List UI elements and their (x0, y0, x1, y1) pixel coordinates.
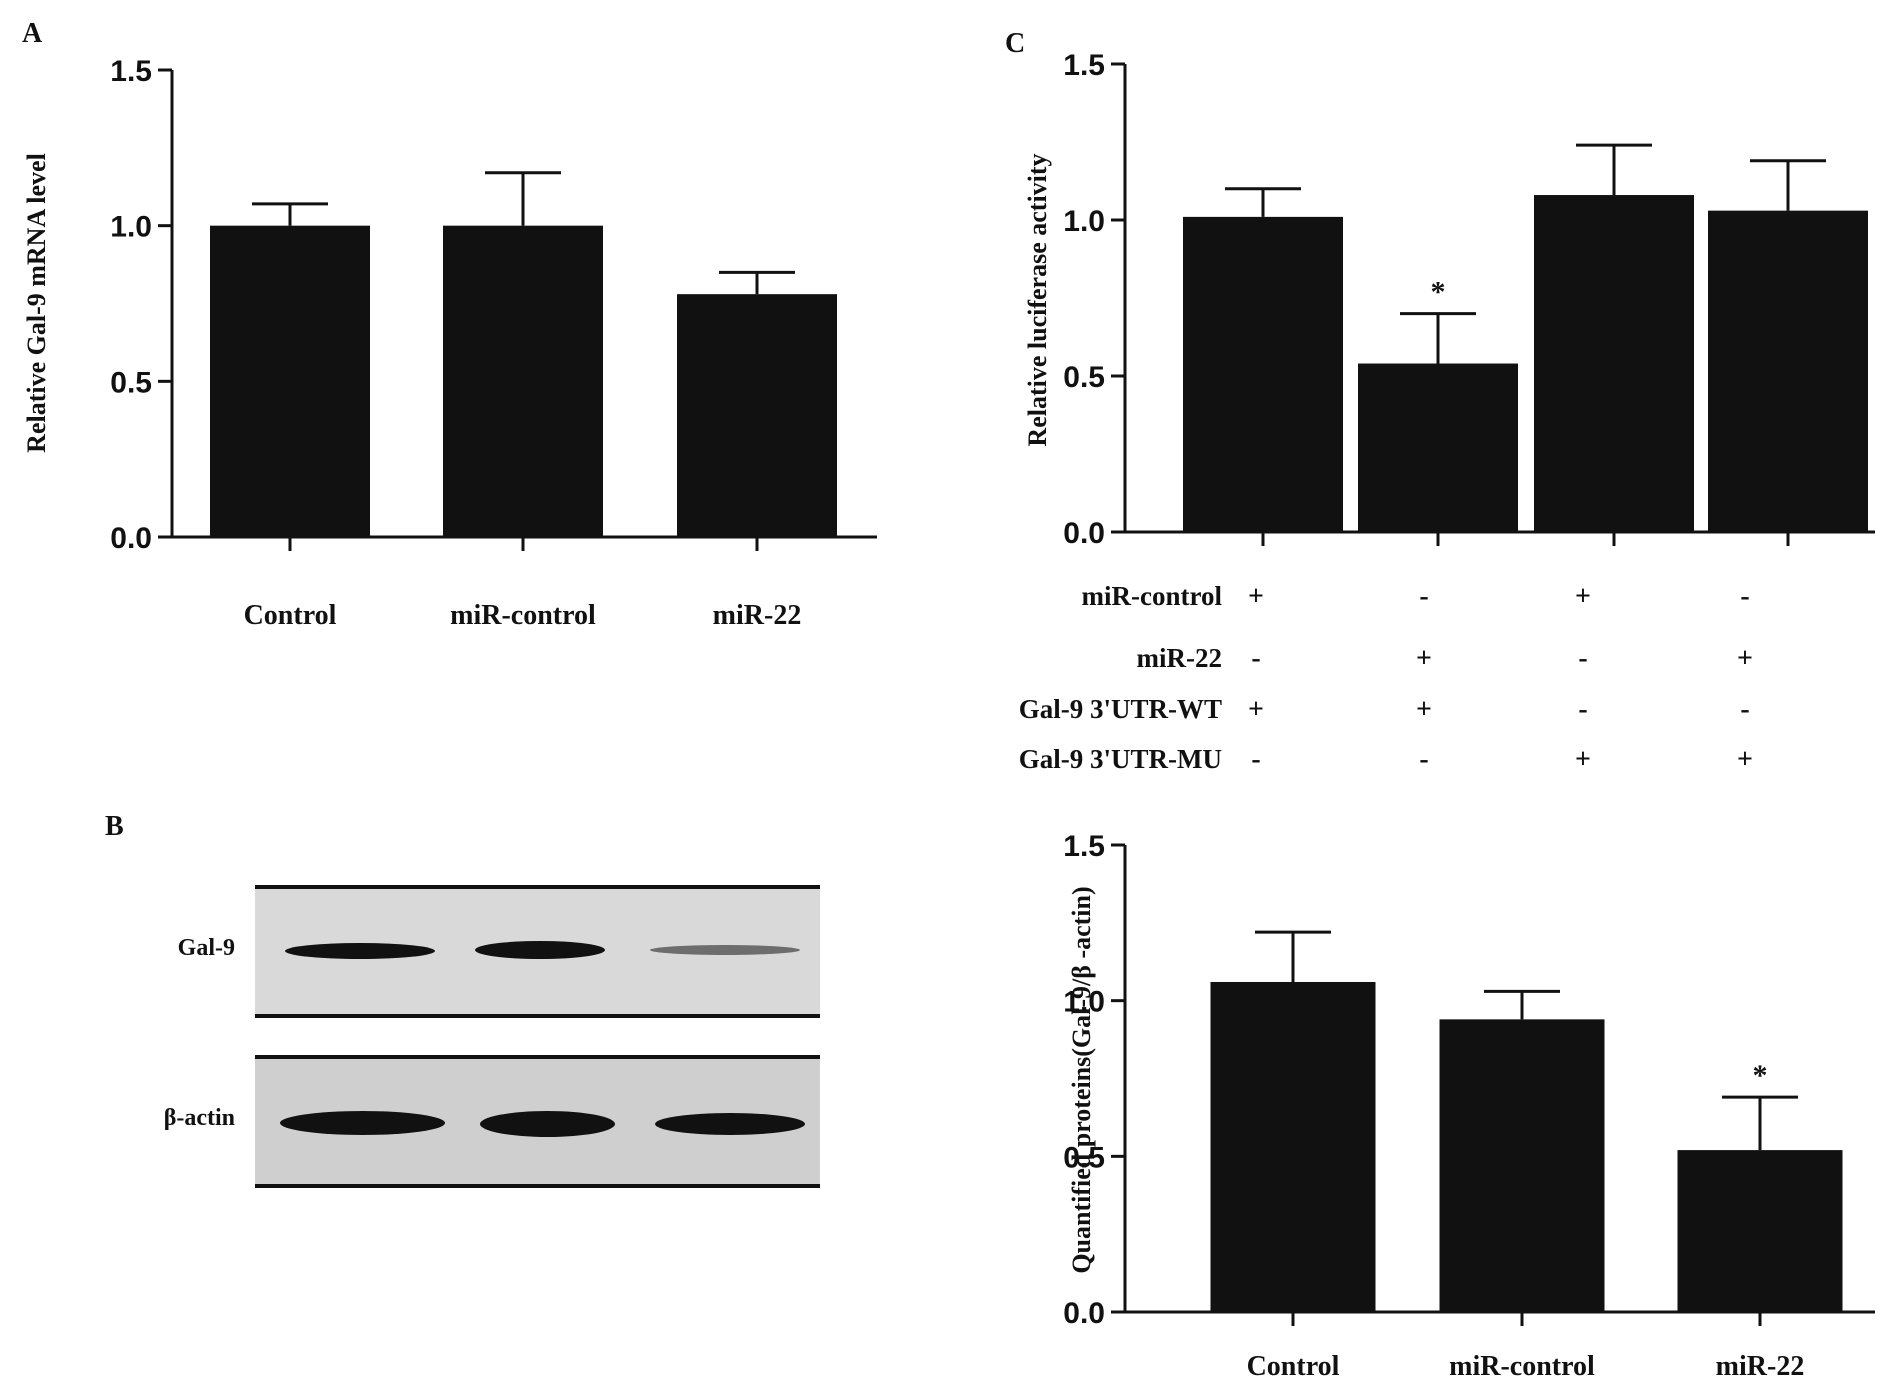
condition-row-label: miR-control (1082, 581, 1223, 611)
condition-mark: - (1251, 643, 1260, 674)
gal9-band-mir-control (475, 941, 605, 959)
chart-a-y-tick-label: 0.5 (110, 366, 152, 399)
beta-actin-blot-strip (255, 1055, 820, 1188)
condition-mark: - (1419, 581, 1428, 612)
condition-mark: - (1251, 744, 1260, 775)
chart-b-quant-y-axis-title: Quantified proteins(Gal-9/β -actin) (1067, 886, 1096, 1273)
gal9-blot-strip (255, 885, 820, 1018)
condition-mark: - (1740, 694, 1749, 725)
chart-b-quant-bar (1210, 981, 1376, 1312)
condition-mark: - (1419, 744, 1428, 775)
chart-b-quant-bar (1439, 1019, 1605, 1312)
chart-c-y-tick-label: 0.5 (1063, 361, 1105, 394)
chart-a-category-label: miR-22 (713, 600, 802, 631)
condition-mark: + (1248, 694, 1264, 725)
condition-mark: - (1740, 581, 1749, 612)
condition-mark: + (1737, 643, 1753, 674)
chart-a-y-axis-title: Relative Gal-9 mRNA level (22, 153, 51, 453)
condition-mark: - (1578, 643, 1587, 674)
condition-mark: + (1248, 581, 1264, 612)
condition-mark: + (1575, 581, 1591, 612)
condition-mark: + (1575, 744, 1591, 775)
chart-a-y-tick-label: 1.5 (110, 55, 152, 88)
chart-c-y-tick-label: 0.0 (1063, 517, 1105, 550)
chart-b-quant-y-tick-label: 0.0 (1063, 1297, 1105, 1330)
panel-letter-a: A (22, 18, 43, 49)
chart-c-y-tick-label: 1.0 (1063, 205, 1105, 238)
chart-b-quant-bar (1677, 1150, 1843, 1312)
chart-a-y-tick-label: 0.0 (110, 522, 152, 555)
chart-c-y-tick-label: 1.5 (1063, 49, 1105, 82)
panel-letter-c: C (1005, 28, 1025, 59)
blot-label-gal9: Gal-9 (177, 935, 235, 961)
chart-b-quant-category-label: miR-22 (1716, 1351, 1805, 1382)
chart-c-bar (1708, 210, 1868, 532)
condition-mark: - (1578, 694, 1587, 725)
panel-letter-b: B (105, 811, 124, 842)
chart-b-quant-y-tick-label: 1.5 (1063, 830, 1105, 863)
chart-a-bar (443, 225, 603, 537)
chart-c-significance-marker: * (1431, 276, 1446, 309)
chart-c-y-axis-title: Relative luciferase activity (1023, 153, 1052, 446)
chart-a-category-label: miR-control (450, 600, 596, 631)
beta-actin-band-mir-control (480, 1111, 615, 1137)
chart-b-quant-significance-marker: * (1753, 1059, 1768, 1092)
chart-b-quant-category-label: Control (1247, 1351, 1340, 1382)
gal9-band-mir-22 (650, 945, 800, 955)
condition-row-label: Gal-9 3'UTR-MU (1019, 744, 1222, 774)
chart-a-category-label: Control (244, 600, 337, 631)
chart-a-y-tick-label: 1.0 (110, 211, 152, 244)
chart-a-bar (210, 225, 370, 537)
beta-actin-band-control (280, 1111, 445, 1135)
condition-row-label: miR-22 (1137, 643, 1222, 673)
western-blot (255, 885, 820, 1190)
chart-b-quant-category-label: miR-control (1449, 1351, 1595, 1382)
chart-c-bar (1534, 195, 1694, 533)
condition-row-label: Gal-9 3'UTR-WT (1019, 694, 1222, 724)
beta-actin-band-mir-22 (655, 1113, 805, 1135)
condition-mark: + (1416, 643, 1432, 674)
chart-c-bar (1183, 216, 1343, 532)
chart-b-quant-y-tick-label: 0.5 (1063, 1141, 1105, 1174)
condition-mark: + (1737, 744, 1753, 775)
chart-b-quant-y-tick-label: 1.0 (1063, 986, 1105, 1019)
chart-a-bar (677, 294, 837, 537)
condition-mark: + (1416, 694, 1432, 725)
blot-label-beta-actin: β-actin (163, 1105, 235, 1131)
gal9-band-control (285, 943, 435, 959)
chart-c-bar (1358, 363, 1518, 532)
